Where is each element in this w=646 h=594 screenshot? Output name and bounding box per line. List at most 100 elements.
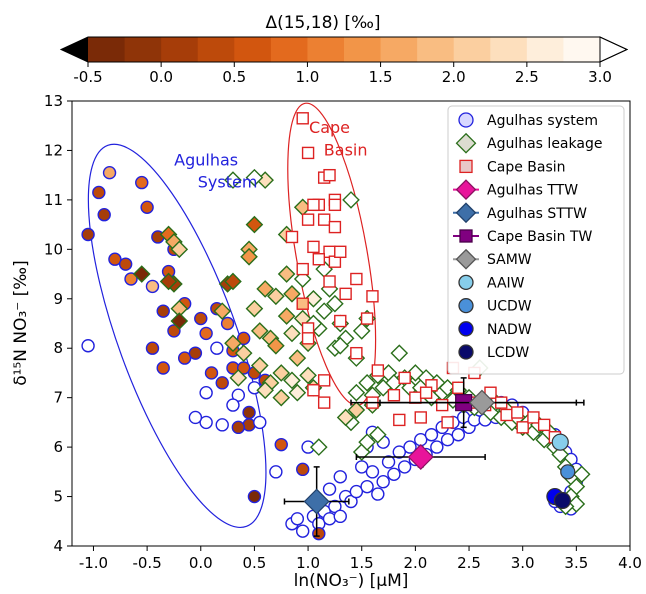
data-point xyxy=(349,484,364,499)
data-point xyxy=(301,332,315,345)
data-point xyxy=(296,297,309,310)
data-point xyxy=(436,398,449,412)
data-point xyxy=(342,191,360,209)
y-tick-label: 10 xyxy=(44,240,63,258)
data-point xyxy=(135,175,149,190)
series-lcdw xyxy=(553,491,571,510)
x-tick-label: 2.5 xyxy=(457,554,481,572)
data-point xyxy=(360,479,374,494)
colorbar-tick-label: 1.5 xyxy=(369,68,393,86)
series-ucdw xyxy=(560,464,576,480)
data-points xyxy=(81,112,591,541)
data-point xyxy=(333,509,347,524)
legend-marker xyxy=(458,344,474,360)
legend-label: Agulhas system xyxy=(487,113,598,129)
legend-label: Cape Basin TW xyxy=(487,229,593,245)
data-point xyxy=(322,512,337,526)
legend-box xyxy=(447,105,625,375)
data-point xyxy=(414,411,427,424)
data-point xyxy=(245,168,264,187)
data-point xyxy=(167,324,181,338)
data-point xyxy=(283,324,301,343)
data-point xyxy=(376,475,390,489)
data-point xyxy=(81,339,95,353)
legend-label: Cape Basin xyxy=(487,159,566,175)
colorbar-under-arrow xyxy=(61,37,88,62)
y-axis-label: δ¹⁵N NO₃⁻ [‰] xyxy=(11,260,31,386)
legend-label: LCDW xyxy=(487,345,529,361)
series-samw xyxy=(379,389,585,416)
data-point xyxy=(326,294,344,313)
data-point xyxy=(365,465,380,479)
y-tick-label: 11 xyxy=(44,191,63,209)
data-point xyxy=(350,346,363,360)
data-point xyxy=(352,322,371,340)
legend-item: Agulhas system xyxy=(458,112,598,129)
data-point xyxy=(312,526,326,541)
colorbar-cell xyxy=(380,37,418,62)
data-point xyxy=(403,440,417,454)
legend-marker xyxy=(459,229,473,243)
data-point xyxy=(309,438,328,456)
legend-item: Cape Basin xyxy=(459,159,566,175)
colorbar-tick-label: 2.0 xyxy=(442,68,466,86)
data-point xyxy=(132,265,151,283)
data-point xyxy=(334,314,347,328)
data-point xyxy=(267,287,285,306)
data-point xyxy=(234,344,253,362)
colorbar-cell xyxy=(453,37,491,62)
data-point xyxy=(267,336,285,355)
data-point xyxy=(307,240,320,254)
data-point xyxy=(170,312,189,330)
legend-marker xyxy=(458,321,474,337)
data-point xyxy=(231,420,246,435)
legend-marker xyxy=(458,274,474,291)
data-point xyxy=(224,272,242,291)
x-tick-label: 3.0 xyxy=(511,554,535,572)
data-point xyxy=(419,386,433,399)
data-point xyxy=(188,410,203,425)
data-point xyxy=(250,356,269,375)
colorbar-cell xyxy=(526,37,564,62)
data-point xyxy=(381,455,396,469)
data-point xyxy=(288,349,307,367)
data-point xyxy=(339,287,352,301)
y-tick-label: 9 xyxy=(53,290,63,308)
data-point xyxy=(247,489,262,504)
legend-marker xyxy=(458,297,474,314)
data-point xyxy=(296,462,310,477)
data-point xyxy=(358,433,376,451)
x-tick-label: 0.0 xyxy=(189,554,213,572)
data-point xyxy=(304,289,323,308)
colorbar-cells xyxy=(59,36,629,63)
data-point xyxy=(296,262,309,276)
legend-marker xyxy=(455,248,477,270)
data-point xyxy=(269,465,283,479)
data-point xyxy=(283,285,301,303)
colorbar-cell xyxy=(161,37,199,62)
data-point xyxy=(299,366,317,385)
legend-marker xyxy=(458,112,474,128)
colorbar-title: Δ(15,18) [‰] xyxy=(265,13,380,33)
data-point xyxy=(355,460,369,474)
data-point xyxy=(177,351,192,365)
data-point xyxy=(334,245,347,259)
region-ellipse xyxy=(87,143,267,529)
legend-item: Cape Basin TW xyxy=(453,229,593,245)
data-point xyxy=(250,322,269,340)
data-point xyxy=(537,418,551,432)
data-point xyxy=(322,482,337,496)
legend: Agulhas system Agulhas leakage Cape Basin A… xyxy=(447,105,625,375)
data-point xyxy=(288,383,307,402)
colorbar-cell xyxy=(270,37,308,62)
data-point xyxy=(285,230,299,244)
legend-marker xyxy=(459,159,473,174)
data-point xyxy=(140,200,154,215)
legend-item: Agulhas STTW xyxy=(453,202,587,224)
data-point xyxy=(440,432,455,447)
data-point xyxy=(387,388,401,402)
data-point xyxy=(199,326,213,341)
region-annotation: Agulhas xyxy=(174,150,238,169)
data-point xyxy=(92,185,106,200)
data-point xyxy=(272,364,291,382)
